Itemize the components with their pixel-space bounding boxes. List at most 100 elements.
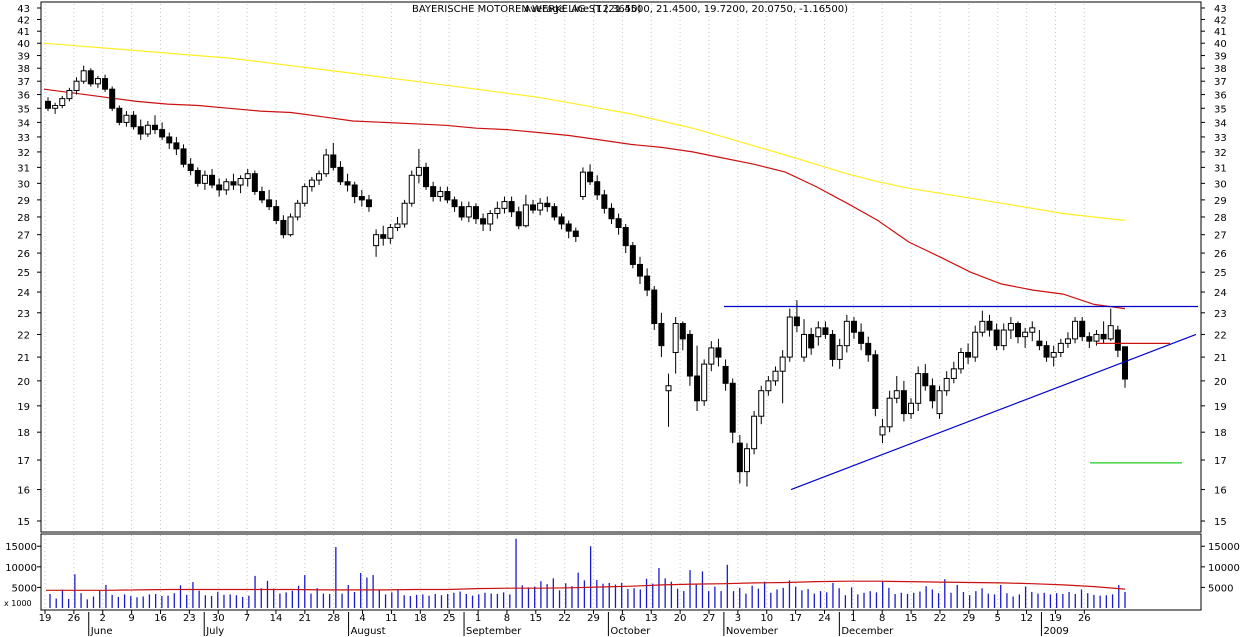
candle-down [358,196,365,201]
candle-up [294,202,301,218]
candle-down [1015,322,1022,338]
price-axis: 15 15 16 16 17 17 18 18 19 19 20 20 21 21 22 22 23 23 24 24… [17,4,1226,528]
price-tick-label-left: 15 [17,517,30,528]
candle-down [209,174,216,186]
candle-up [437,191,444,198]
month-label: 2009 [1043,626,1068,637]
candlesticks [45,65,1128,487]
candle-up [708,347,715,365]
candle-up [201,174,208,184]
price-tick-label-right: 40 [1214,39,1227,50]
candle-down [380,234,387,239]
candle-down [508,201,515,213]
price-tick-label-left: 24 [17,288,30,299]
price-tick-label-left: 42 [17,15,30,26]
candle-down [829,333,836,360]
candle-up [801,333,808,358]
candle-up [936,390,943,415]
candle-down [658,322,665,347]
candle-down [651,289,658,324]
date-tick-label: 7 [244,613,250,624]
candle-up [665,385,672,392]
candle-down [444,191,451,201]
date-tick-label: 14 [270,613,283,624]
price-tick-label-left: 29 [17,196,30,207]
candle-up [765,380,772,392]
candle-down [151,124,158,131]
candle-up [123,114,130,123]
candle-up [886,397,893,428]
candle-up [751,415,758,450]
candle-down [337,166,344,183]
date-tick-label: 3 [735,613,741,624]
price-tick-label-left: 23 [17,309,30,320]
candle-down [629,245,636,265]
date-tick-label: 8 [879,613,885,624]
candle-down [330,154,337,168]
date-tick-label: 26 [68,613,81,624]
price-tick-label-right: 15 [1214,517,1227,528]
price-tick-label-left: 27 [17,231,30,242]
candle-up [758,390,765,417]
price-panel-frame [40,1,1202,533]
price-tick-label-right: 26 [1214,249,1227,260]
candle-up [1000,329,1007,347]
candle-down [679,322,686,340]
candle-down [715,347,722,358]
price-tick-label-left: 30 [17,179,30,190]
price-tick-label-right: 31 [1214,163,1227,174]
candle-up [1022,331,1029,338]
candle-down [558,216,565,225]
candle-up [144,124,151,135]
volume-unit-label: x 1000 [4,599,32,608]
candle-up [73,80,80,92]
candle-down [130,114,137,128]
volume-tick-label-right: 15000 [1208,542,1240,553]
candle-down [344,181,351,186]
candle-up [394,223,401,229]
moving-averages [43,42,1126,310]
candle-down [900,390,907,415]
candle-down [594,181,601,196]
candle-down [1086,336,1093,342]
candle-up [950,368,957,379]
date-tick-label: 27 [703,613,716,624]
date-tick-label: 26 [1078,613,1091,624]
candle-down [865,342,872,356]
candle-up [59,98,66,106]
candle-down [858,331,865,344]
candle-down [472,206,479,220]
date-tick-label: 29 [962,613,975,624]
date-tick-label: 18 [414,613,427,624]
date-tick-label: 5 [995,613,1001,624]
volume-tick-label-left: 15000 [5,542,37,553]
date-tick-label: 17 [789,613,802,624]
price-tick-label-left: 33 [17,133,30,144]
candle-down [793,316,800,327]
candle-up [223,181,230,191]
candle-down [365,199,372,208]
candle-up [743,448,750,473]
candle-down [993,329,1000,347]
price-tick-label-left: 37 [17,77,30,88]
candle-down [273,206,280,221]
candle-up [52,104,59,109]
price-tick-label-right: 32 [1214,148,1227,159]
price-tick-label-left: 39 [17,52,30,63]
chart-title: BAYERISCHE MOTOREN WERKE AG ST (21.4500,… [412,4,848,15]
candle-down [1100,333,1107,340]
candle-down [551,206,558,218]
candle-up [415,166,422,176]
candle-down [230,181,237,186]
candle-down [644,275,651,291]
price-tick-label-right: 23 [1214,309,1227,320]
candle-down [173,142,180,150]
price-tick-label-right: 25 [1214,268,1227,279]
price-tick-label-right: 27 [1214,231,1227,242]
candle-down [601,194,608,209]
candle-down [351,184,358,198]
price-tick-label-right: 21 [1214,353,1227,364]
date-tick-label: 6 [619,613,625,624]
price-tick-label-left: 16 [17,486,30,497]
